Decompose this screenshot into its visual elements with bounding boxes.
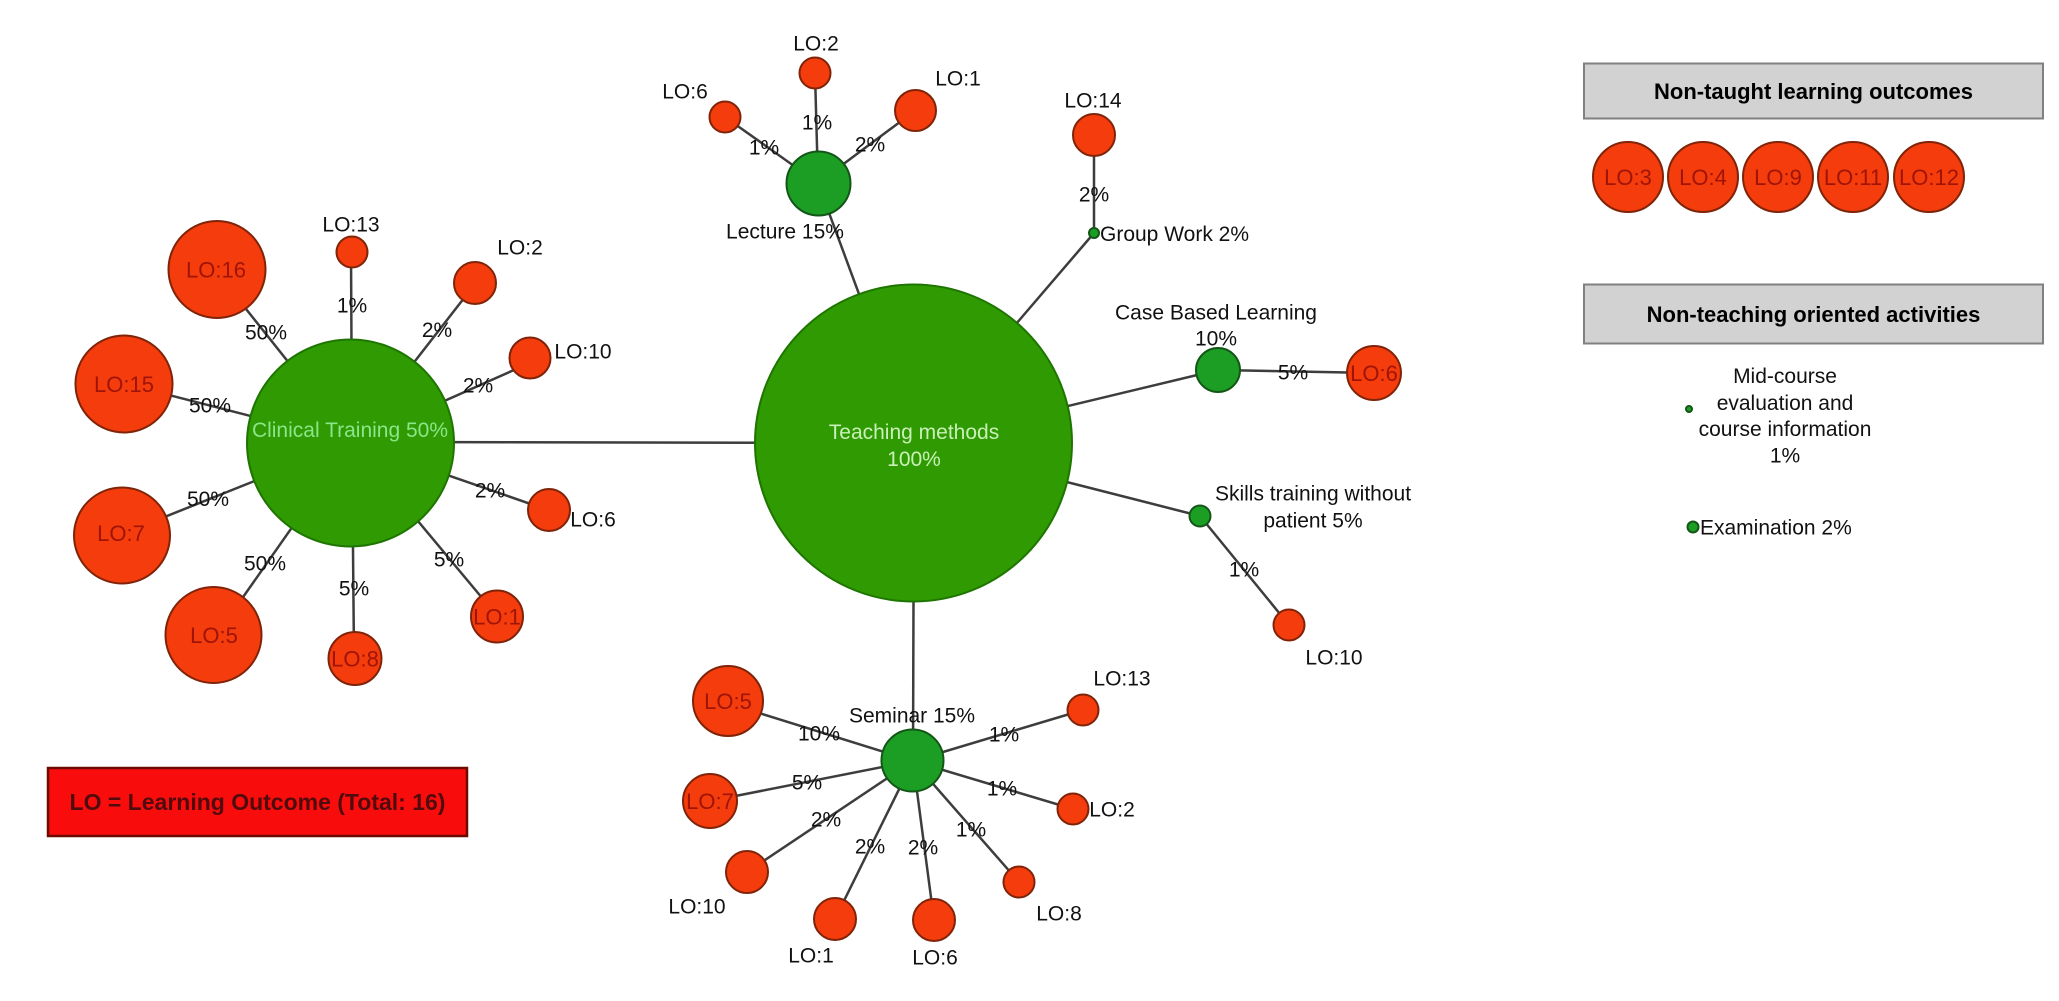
svg-text:1%: 1%: [987, 778, 1017, 801]
svg-text:Mid-course: Mid-course: [1733, 365, 1837, 388]
svg-text:Non-taught learning outcomes: Non-taught learning outcomes: [1654, 79, 1973, 104]
svg-text:LO:2: LO:2: [1089, 799, 1135, 822]
svg-text:5%: 5%: [1278, 362, 1308, 385]
svg-text:100%: 100%: [887, 448, 941, 471]
svg-text:Teaching methods: Teaching methods: [829, 421, 999, 444]
svg-text:1%: 1%: [337, 295, 367, 318]
svg-text:LO:6: LO:6: [912, 947, 958, 970]
svg-text:2%: 2%: [463, 375, 493, 398]
svg-text:1%: 1%: [989, 724, 1019, 747]
svg-text:2%: 2%: [475, 480, 505, 503]
svg-text:LO:1: LO:1: [935, 68, 981, 91]
svg-text:1%: 1%: [1770, 445, 1800, 468]
svg-text:5%: 5%: [792, 772, 822, 795]
svg-text:Group Work 2%: Group Work 2%: [1100, 223, 1249, 246]
svg-text:LO:14: LO:14: [1064, 90, 1122, 113]
svg-text:50%: 50%: [245, 322, 287, 345]
svg-text:LO:5: LO:5: [704, 689, 752, 714]
svg-text:2%: 2%: [855, 836, 885, 859]
svg-text:LO:11: LO:11: [1824, 165, 1882, 190]
svg-text:course information: course information: [1699, 418, 1872, 441]
svg-text:5%: 5%: [339, 578, 369, 601]
svg-text:LO:10: LO:10: [1305, 647, 1362, 670]
svg-text:2%: 2%: [1079, 184, 1109, 207]
svg-text:1%: 1%: [1229, 559, 1259, 582]
svg-text:LO:10: LO:10: [554, 341, 611, 364]
svg-text:LO:6: LO:6: [570, 509, 616, 532]
svg-text:1%: 1%: [749, 137, 779, 160]
svg-text:Clinical Training 50%: Clinical Training 50%: [252, 419, 448, 442]
svg-text:Examination 2%: Examination 2%: [1700, 517, 1852, 540]
svg-text:LO:16: LO:16: [186, 258, 246, 283]
svg-text:2%: 2%: [855, 134, 885, 157]
svg-text:50%: 50%: [189, 395, 231, 418]
svg-text:Skills training without: Skills training without: [1215, 483, 1411, 506]
svg-text:Seminar 15%: Seminar 15%: [849, 705, 975, 728]
svg-text:1%: 1%: [956, 819, 986, 842]
svg-text:LO:7: LO:7: [97, 521, 145, 546]
svg-text:10%: 10%: [1195, 328, 1237, 351]
svg-text:patient 5%: patient 5%: [1263, 510, 1362, 533]
svg-text:LO:13: LO:13: [322, 214, 379, 237]
svg-text:LO:6: LO:6: [662, 81, 708, 104]
svg-text:evaluation and: evaluation and: [1717, 392, 1854, 415]
svg-text:LO:10: LO:10: [668, 896, 725, 919]
svg-text:2%: 2%: [811, 809, 841, 832]
svg-text:Lecture 15%: Lecture 15%: [726, 221, 844, 244]
svg-text:LO:5: LO:5: [190, 623, 238, 648]
svg-text:LO:3: LO:3: [1604, 165, 1652, 190]
svg-text:LO:7: LO:7: [686, 789, 734, 814]
svg-text:10%: 10%: [798, 723, 840, 746]
svg-text:5%: 5%: [434, 549, 464, 572]
svg-text:LO:2: LO:2: [497, 237, 543, 260]
svg-text:LO:1: LO:1: [788, 945, 834, 968]
svg-text:LO:15: LO:15: [94, 372, 154, 397]
svg-text:LO:6: LO:6: [1350, 361, 1398, 386]
svg-text:LO:4: LO:4: [1679, 165, 1727, 190]
svg-text:LO:12: LO:12: [1899, 165, 1959, 190]
svg-text:2%: 2%: [908, 837, 938, 860]
svg-text:LO:8: LO:8: [1036, 903, 1082, 926]
svg-text:1%: 1%: [802, 112, 832, 135]
svg-text:Non-teaching oriented activiti: Non-teaching oriented activities: [1647, 302, 1981, 327]
svg-text:LO:9: LO:9: [1754, 165, 1802, 190]
svg-text:LO = Learning Outcome (Total:: LO = Learning Outcome (Total: 16): [70, 789, 446, 815]
svg-text:LO:13: LO:13: [1093, 668, 1150, 691]
svg-text:Case Based Learning: Case Based Learning: [1115, 302, 1317, 325]
svg-text:50%: 50%: [187, 488, 229, 511]
svg-text:2%: 2%: [422, 319, 452, 342]
svg-text:50%: 50%: [244, 553, 286, 576]
svg-text:LO:8: LO:8: [331, 647, 379, 672]
svg-text:LO:1: LO:1: [473, 605, 521, 630]
svg-text:LO:2: LO:2: [793, 33, 839, 56]
